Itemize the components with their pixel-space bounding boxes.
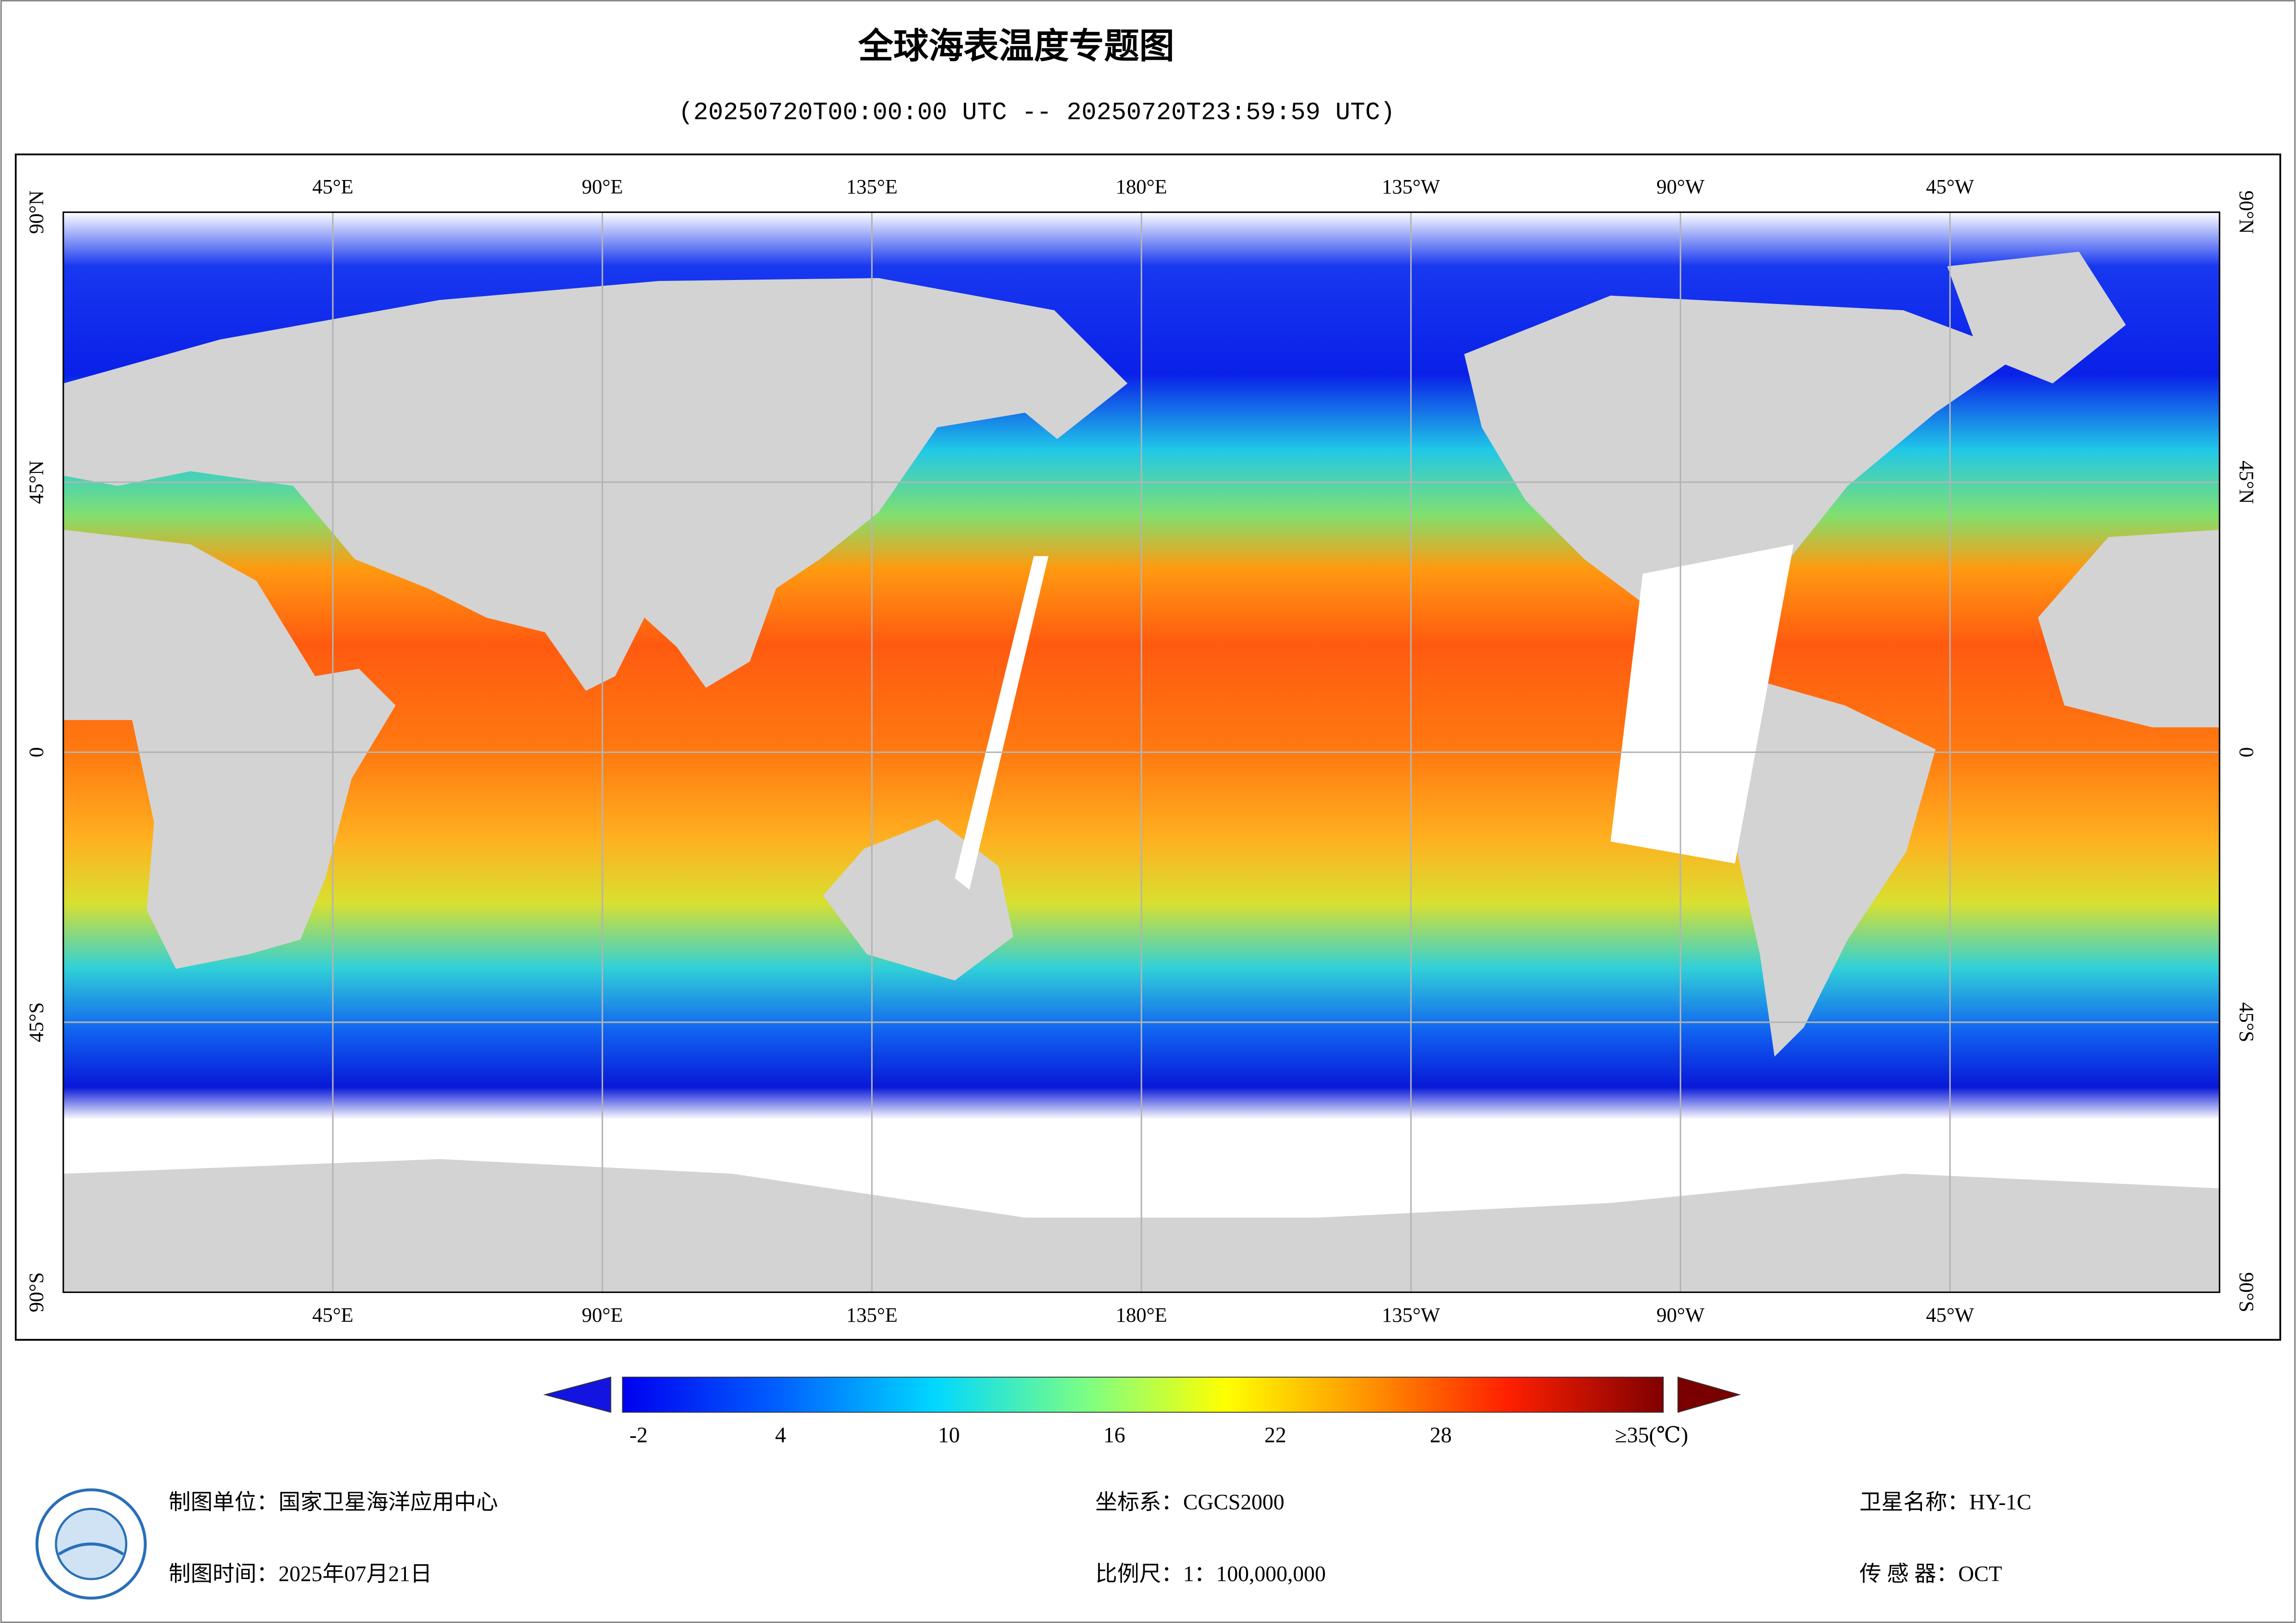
logo-wave (58, 1542, 125, 1556)
colorbar-label: 28 (1430, 1423, 1452, 1447)
lon-label-bottom: 135°E (846, 1304, 898, 1326)
lon-label-top: 180°E (1116, 175, 1167, 198)
no-data-swath (955, 556, 1048, 890)
lat-label-right: 45°S (2235, 1002, 2258, 1043)
lat-label-right: 90°N (2235, 191, 2258, 234)
lon-label-top: 135°W (1382, 175, 1440, 198)
lon-label-bottom: 90°E (582, 1304, 623, 1326)
map-body (62, 211, 2221, 1293)
footer-sensor: 传 感 器：OCT (1859, 1562, 2002, 1586)
colorbar-label: ≥35(℃) (1615, 1423, 1688, 1447)
lat-label-left: 45°N (25, 460, 48, 504)
lat-label-left: 90°N (25, 191, 48, 234)
land-greenland (1947, 251, 2126, 384)
lon-label-top: 90°W (1656, 175, 1704, 198)
lat-label-right: 0 (2235, 747, 2258, 757)
lat-label-left: 90°S (25, 1272, 48, 1312)
colorbar-label: -2 (630, 1423, 648, 1447)
subtitle: (20250720T00:00:00 UTC -- 20250720T23:59… (679, 99, 1395, 127)
footer-crs: 坐标系：CGCS2000 (1095, 1491, 1284, 1515)
colorbar-low-arrow (543, 1376, 611, 1413)
colorbar-label: 16 (1104, 1423, 1125, 1447)
footer-satellite: 卫星名称：HY-1C (1859, 1491, 2031, 1515)
land-africa-west (2038, 529, 2220, 728)
lon-label-top: 45°E (312, 175, 353, 198)
land-africa (63, 529, 396, 969)
colorbar-label: 22 (1264, 1423, 1286, 1447)
lon-label-bottom: 135°W (1382, 1304, 1440, 1326)
colorbar-label: 10 (938, 1423, 960, 1447)
map-border (62, 211, 2221, 1293)
lat-label-right: 90°S (2235, 1272, 2258, 1312)
colorbar (622, 1376, 1664, 1413)
lon-label-top: 135°E (846, 175, 898, 198)
logo (35, 1488, 147, 1600)
title: 全球海表温度专题图 (858, 25, 1174, 66)
colorbar-high-arrow (1677, 1376, 1741, 1413)
lon-label-top: 90°E (582, 175, 623, 198)
land-south-america (1716, 676, 1936, 1057)
lon-label-bottom: 45°W (1926, 1304, 1974, 1326)
lon-label-top: 45°W (1926, 175, 1974, 198)
footer-time: 制图时间：2025年07月21日 (168, 1562, 432, 1586)
lat-label-left: 45°S (25, 1002, 48, 1043)
lat-label-left: 0 (25, 747, 48, 757)
lon-label-bottom: 90°W (1656, 1304, 1704, 1326)
map-frame (15, 153, 2281, 1341)
footer-scale: 比例尺：1：100,000,000 (1095, 1562, 1326, 1586)
lat-label-right: 45°N (2235, 460, 2258, 504)
no-data-swath (1610, 544, 1794, 864)
land-north-america (1464, 295, 2021, 647)
lon-label-bottom: 180°E (1116, 1304, 1167, 1326)
footer-unit: 制图单位：国家卫星海洋应用中心 (168, 1491, 498, 1515)
land-eurasia (63, 278, 1128, 691)
colorbar-label: 4 (775, 1423, 786, 1447)
lon-label-bottom: 45°E (312, 1304, 353, 1326)
